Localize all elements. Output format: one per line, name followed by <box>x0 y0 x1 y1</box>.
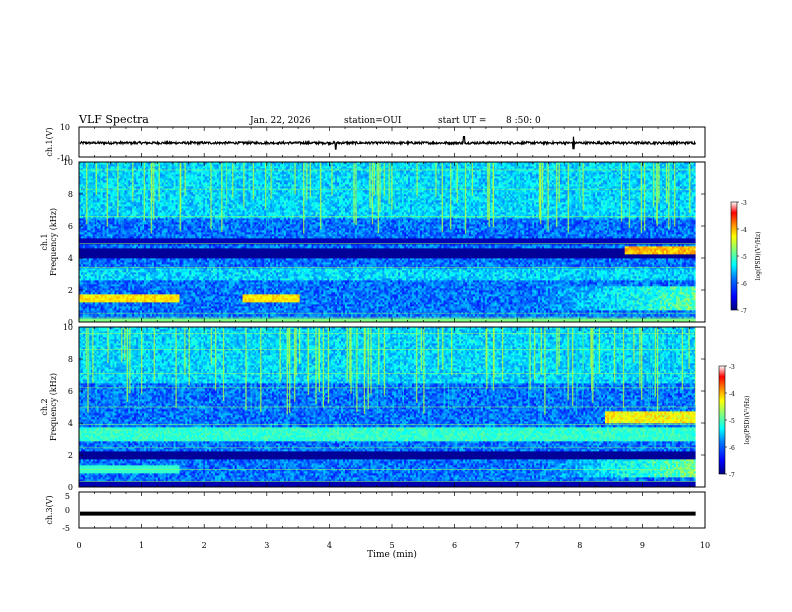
vlf-figure: VLF Spectra Jan. 22, 2026 station=OUI st… <box>0 0 792 612</box>
ch1-spectrogram-image <box>79 162 705 322</box>
ch1-ylabel: ch.1(V) <box>45 127 54 156</box>
ch1-ytick-top: 10 <box>60 123 70 132</box>
figure-station: station=OUI <box>344 116 402 126</box>
figure-date: Jan. 22, 2026 <box>249 116 311 126</box>
figure-start-time: 8 :50: 0 <box>506 116 541 126</box>
ch1-waveform-panel: 10 -10 ch.1(V) <box>45 123 705 163</box>
figure-title: VLF Spectra <box>78 113 149 126</box>
figure-start-label: start UT = <box>438 116 486 126</box>
